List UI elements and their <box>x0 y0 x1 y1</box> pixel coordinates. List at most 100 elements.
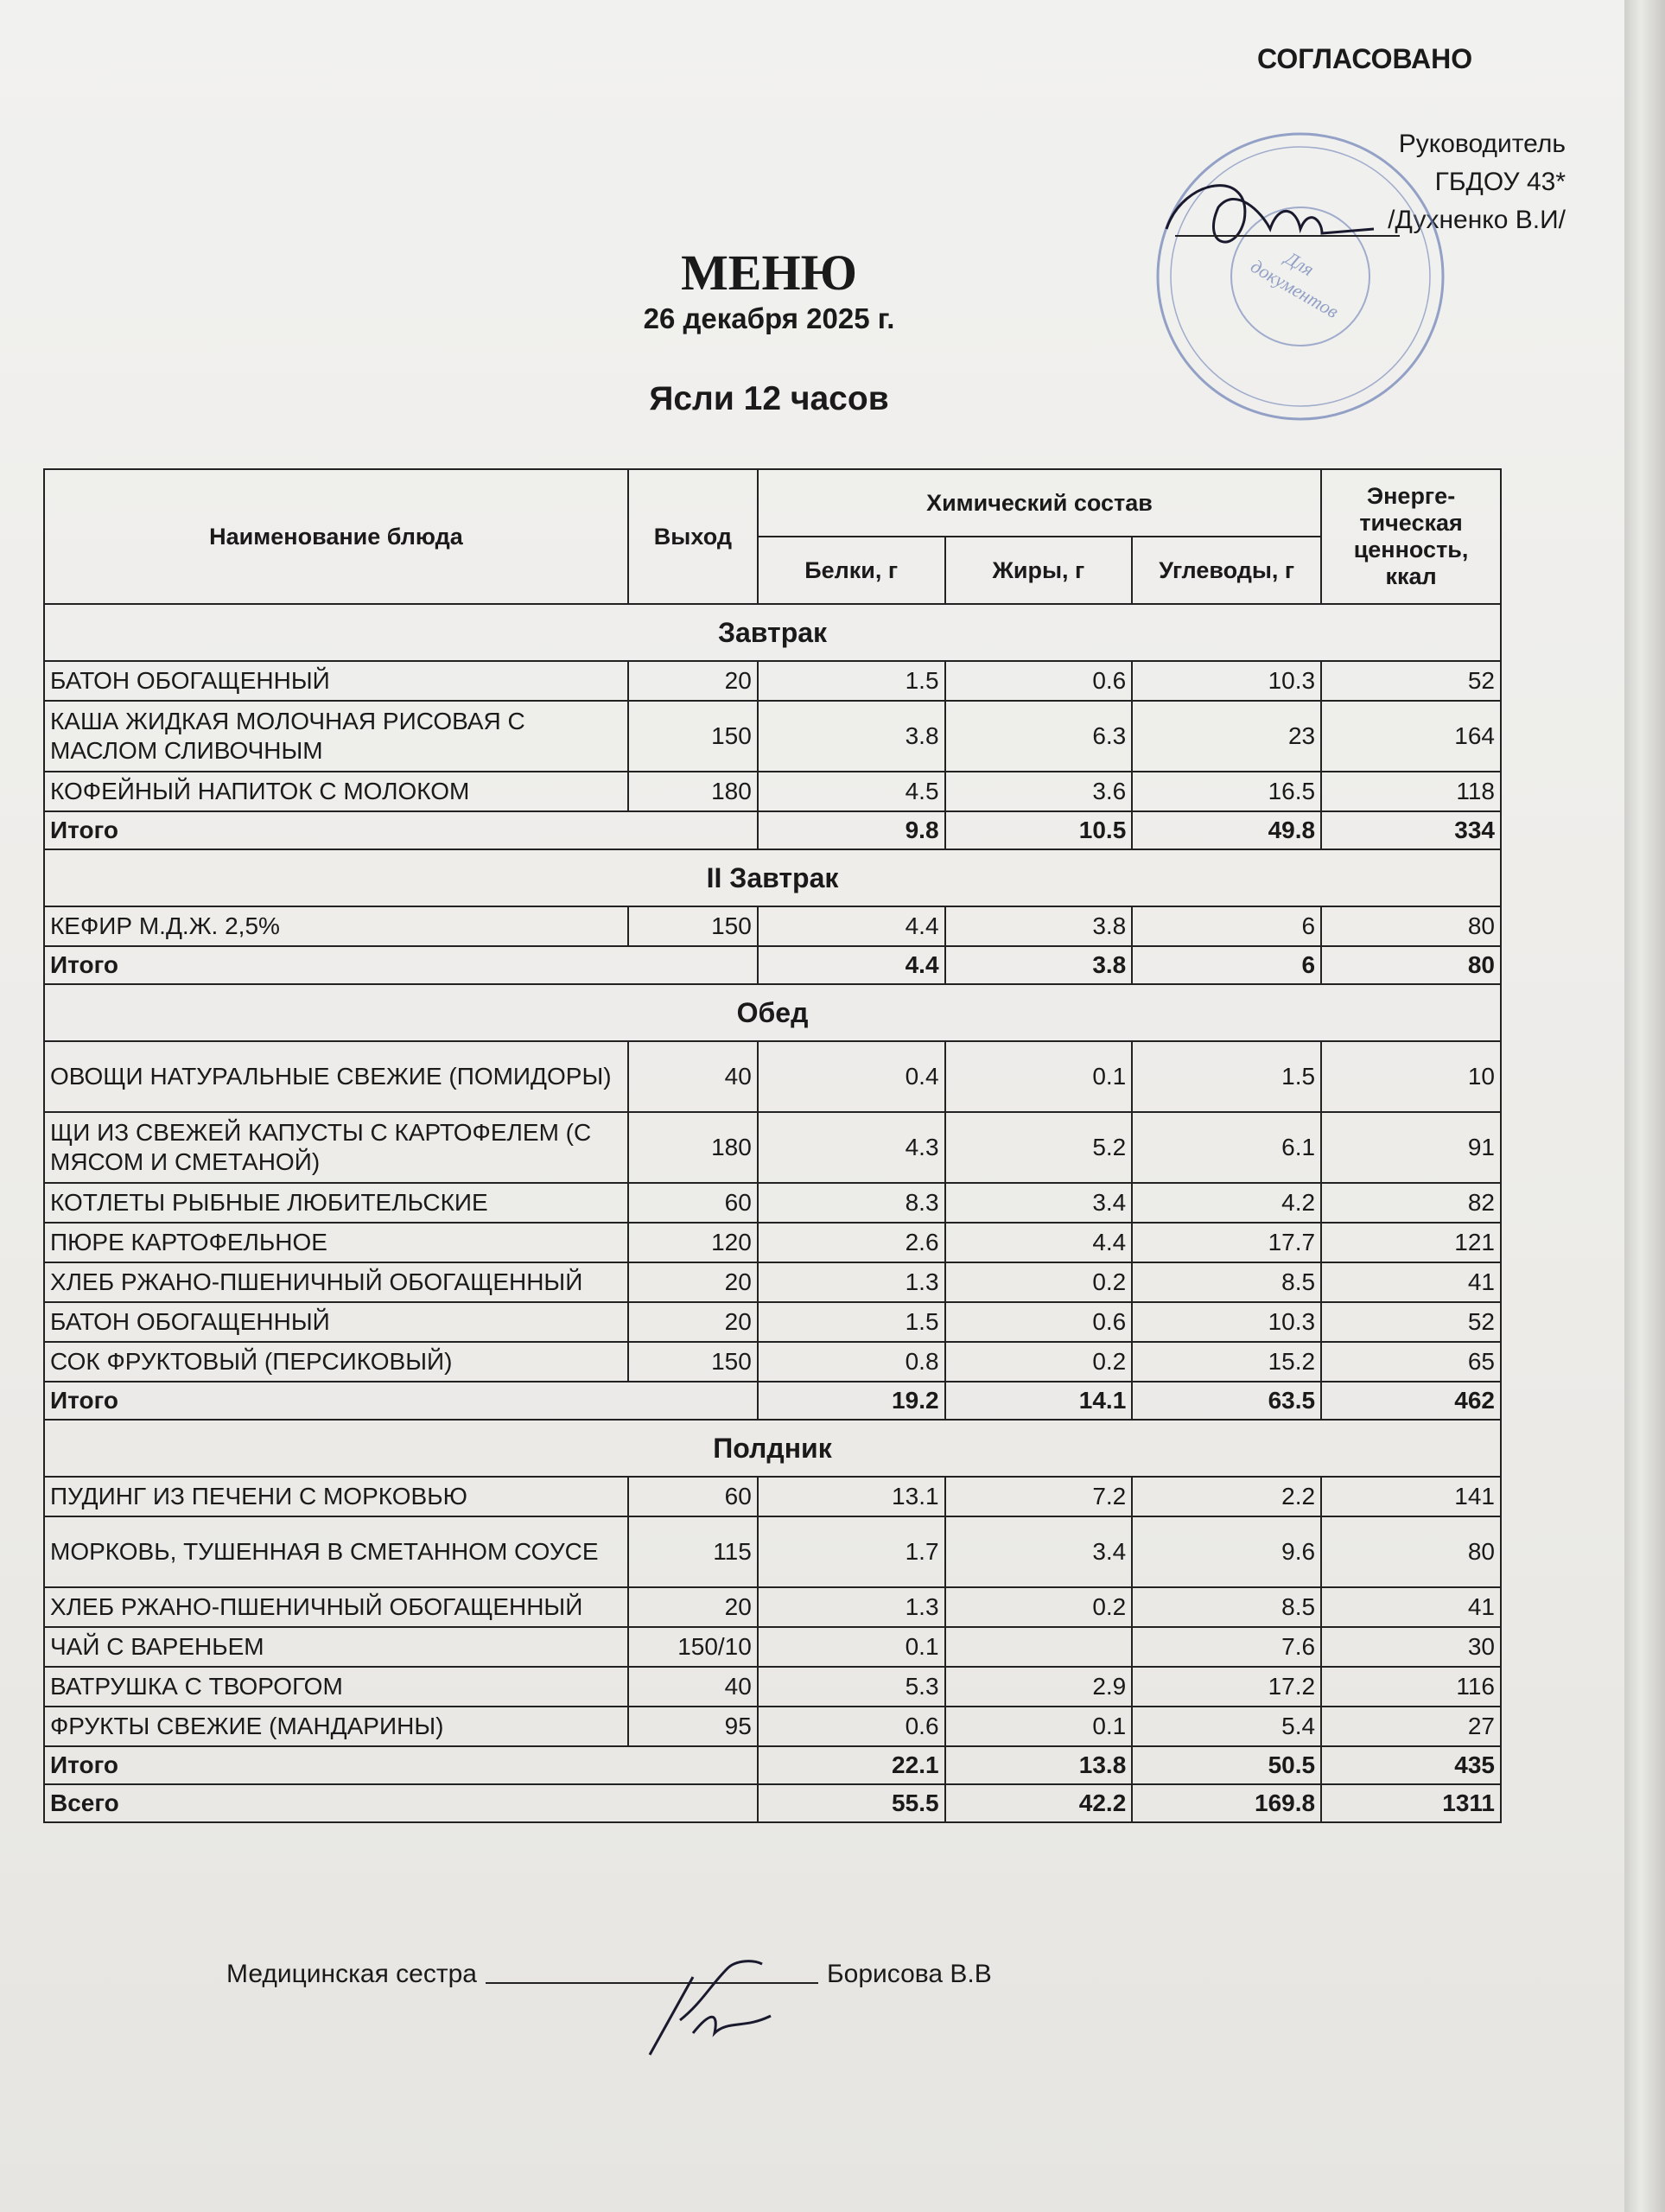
dish-fat <box>944 1626 1134 1668</box>
dish-name: БАТОН ОБОГАЩЕННЫЙ <box>43 660 629 702</box>
nurse-role: Медицинская сестра <box>226 1960 477 1988</box>
total-protein: 22.1 <box>756 1745 946 1785</box>
section-title: II Завтрак <box>43 849 1502 907</box>
section-header: II Завтрак <box>43 849 1502 907</box>
signature-line <box>485 1982 818 1984</box>
total-carbs: 50.5 <box>1131 1745 1323 1785</box>
dish-energy: 116 <box>1320 1666 1502 1707</box>
section-total-row: Итого 19.2 14.1 63.5 462 <box>43 1381 1502 1421</box>
header-carbs: Углеводы, г <box>1131 536 1323 605</box>
dish-energy: 41 <box>1320 1262 1502 1303</box>
dish-row: КОТЛЕТЫ РЫБНЫЕ ЛЮБИТЕЛЬСКИЕ 60 8.3 3.4 4.2 82 <box>43 1182 1502 1224</box>
dish-carbs: 15.2 <box>1131 1341 1323 1382</box>
section-title: Завтрак <box>43 603 1502 662</box>
approval-label: СОГЛАСОВАНО <box>1257 43 1473 74</box>
dish-name: ХЛЕБ РЖАНО-ПШЕНИЧНЫЙ ОБОГАЩЕННЫЙ <box>43 1262 629 1303</box>
dish-protein: 4.5 <box>756 771 946 812</box>
dish-name: ЩИ ИЗ СВЕЖЕЙ КАПУСТЫ С КАРТОФЕЛЕМ (С МЯС… <box>43 1111 629 1184</box>
total-label: Итого <box>43 945 759 985</box>
dish-yield: 60 <box>626 1182 759 1224</box>
dish-carbs: 7.6 <box>1131 1626 1323 1668</box>
dish-energy: 121 <box>1320 1222 1502 1263</box>
total-fat: 3.8 <box>944 945 1134 985</box>
total-carbs: 6 <box>1131 945 1323 985</box>
dish-energy: 52 <box>1320 1301 1502 1343</box>
dish-protein: 1.3 <box>756 1262 946 1303</box>
dish-protein: 5.3 <box>756 1666 946 1707</box>
dish-fat: 4.4 <box>944 1222 1134 1263</box>
dish-fat: 0.1 <box>944 1040 1134 1113</box>
dish-name: ХЛЕБ РЖАНО-ПШЕНИЧНЫЙ ОБОГАЩЕННЫЙ <box>43 1586 629 1628</box>
dish-row: БАТОН ОБОГАЩЕННЫЙ 20 1.5 0.6 10.3 52 <box>43 660 1502 702</box>
total-energy: 462 <box>1320 1381 1502 1421</box>
dish-row: ХЛЕБ РЖАНО-ПШЕНИЧНЫЙ ОБОГАЩЕННЫЙ 20 1.3 0.2… <box>43 1586 1502 1628</box>
approver-org: ГБДОУ 43* <box>1434 168 1566 196</box>
header-yield: Выход <box>626 468 759 605</box>
dish-protein: 0.6 <box>756 1706 946 1747</box>
handwritten-signature <box>648 1960 772 2056</box>
total-carbs: 63.5 <box>1131 1381 1323 1421</box>
dish-row: МОРКОВЬ, ТУШЕННАЯ В СМЕТАННОМ СОУСЕ 115 1.… <box>43 1516 1502 1588</box>
total-energy: 80 <box>1320 945 1502 985</box>
section-header: Обед <box>43 983 1502 1042</box>
dish-yield: 150 <box>626 700 759 772</box>
dish-fat: 0.2 <box>944 1586 1134 1628</box>
dish-energy: 65 <box>1320 1341 1502 1382</box>
dish-yield: 150/10 <box>626 1626 759 1668</box>
grand-total-row: Всего 55.5 42.2 169.8 1311 <box>43 1783 1502 1823</box>
dish-energy: 141 <box>1320 1476 1502 1517</box>
grand-total-protein: 55.5 <box>756 1783 946 1823</box>
dish-name: ФРУКТЫ СВЕЖИЕ (МАНДАРИНЫ) <box>43 1706 629 1747</box>
dish-carbs: 5.4 <box>1131 1706 1323 1747</box>
header-dish-name: Наименование блюда <box>43 468 629 605</box>
dish-row: ЩИ ИЗ СВЕЖЕЙ КАПУСТЫ С КАРТОФЕЛЕМ (С МЯС… <box>43 1111 1502 1184</box>
dish-name: МОРКОВЬ, ТУШЕННАЯ В СМЕТАННОМ СОУСЕ <box>43 1516 629 1588</box>
dish-yield: 180 <box>626 771 759 812</box>
dish-protein: 4.3 <box>756 1111 946 1184</box>
total-label: Итого <box>43 1745 759 1785</box>
dish-yield: 95 <box>626 1706 759 1747</box>
dish-fat: 0.1 <box>944 1706 1134 1747</box>
dish-row: ФРУКТЫ СВЕЖИЕ (МАНДАРИНЫ) 95 0.6 0.1 5.4 27 <box>43 1706 1502 1747</box>
dish-name: КЕФИР М.Д.Ж. 2,5% <box>43 906 629 947</box>
dish-name: БАТОН ОБОГАЩЕННЫЙ <box>43 1301 629 1343</box>
dish-name: КОФЕЙНЫЙ НАПИТОК С МОЛОКОМ <box>43 771 629 812</box>
dish-protein: 2.6 <box>756 1222 946 1263</box>
dish-row: БАТОН ОБОГАЩЕННЫЙ 20 1.5 0.6 10.3 52 <box>43 1301 1502 1343</box>
dish-row: КОФЕЙНЫЙ НАПИТОК С МОЛОКОМ 180 4.5 3.6 16.5 1… <box>43 771 1502 812</box>
dish-fat: 3.4 <box>944 1182 1134 1224</box>
dish-protein: 3.8 <box>756 700 946 772</box>
total-label: Итого <box>43 810 759 850</box>
dish-yield: 40 <box>626 1040 759 1113</box>
dish-energy: 91 <box>1320 1111 1502 1184</box>
dish-carbs: 23 <box>1131 700 1323 772</box>
dish-fat: 0.2 <box>944 1262 1134 1303</box>
dish-protein: 0.4 <box>756 1040 946 1113</box>
approver-position: Руководитель <box>1398 130 1566 158</box>
dish-carbs: 8.5 <box>1131 1586 1323 1628</box>
dish-yield: 20 <box>626 1262 759 1303</box>
total-carbs: 49.8 <box>1131 810 1323 850</box>
dish-protein: 1.7 <box>756 1516 946 1588</box>
dish-name: КОТЛЕТЫ РЫБНЫЕ ЛЮБИТЕЛЬСКИЕ <box>43 1182 629 1224</box>
dish-name: ЧАЙ С ВАРЕНЬЕМ <box>43 1626 629 1668</box>
dish-protein: 4.4 <box>756 906 946 947</box>
dish-energy: 80 <box>1320 1516 1502 1588</box>
dish-fat: 6.3 <box>944 700 1134 772</box>
dish-name: ПЮРЕ КАРТОФЕЛЬНОЕ <box>43 1222 629 1263</box>
dish-protein: 1.5 <box>756 1301 946 1343</box>
dish-energy: 27 <box>1320 1706 1502 1747</box>
dish-energy: 52 <box>1320 660 1502 702</box>
dish-fat: 3.6 <box>944 771 1134 812</box>
dish-protein: 1.3 <box>756 1586 946 1628</box>
total-energy: 435 <box>1320 1745 1502 1785</box>
dish-protein: 8.3 <box>756 1182 946 1224</box>
header-energy: Энерге-тическая ценность, ккал <box>1320 468 1502 605</box>
dish-yield: 20 <box>626 660 759 702</box>
menu-table: Наименование блюда Выход Химический сост… <box>43 468 1502 1823</box>
dish-name: ВАТРУШКА С ТВОРОГОМ <box>43 1666 629 1707</box>
section-total-row: Итого 4.4 3.8 6 80 <box>43 945 1502 985</box>
dish-carbs: 4.2 <box>1131 1182 1323 1224</box>
dish-energy: 82 <box>1320 1182 1502 1224</box>
dish-carbs: 10.3 <box>1131 660 1323 702</box>
